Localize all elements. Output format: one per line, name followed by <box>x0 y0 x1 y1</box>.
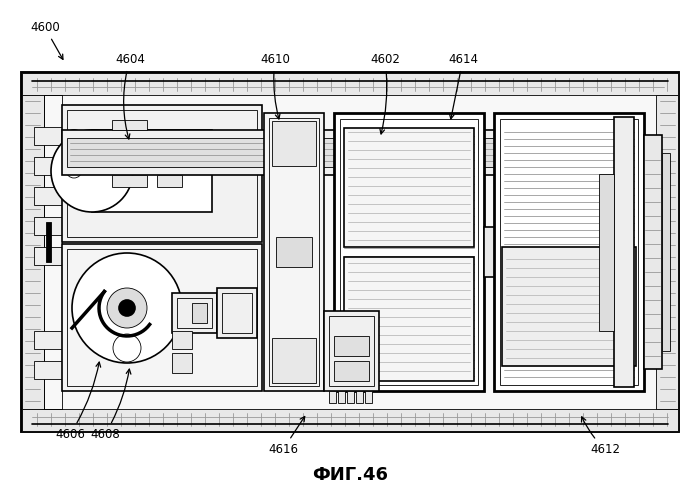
Bar <box>356 391 363 403</box>
Bar <box>92 130 212 212</box>
Bar <box>172 331 192 349</box>
Bar <box>62 105 262 242</box>
Bar <box>502 234 512 270</box>
Bar <box>32 79 668 425</box>
Bar <box>67 138 629 167</box>
Bar <box>34 331 64 349</box>
Text: 4604: 4604 <box>115 53 145 139</box>
Bar <box>22 73 678 431</box>
Bar <box>177 298 212 328</box>
Bar <box>44 95 62 409</box>
Bar <box>494 113 644 391</box>
Bar <box>172 293 217 333</box>
Bar <box>62 244 262 391</box>
Text: 4602: 4602 <box>370 53 400 134</box>
Bar <box>192 303 207 323</box>
Bar <box>34 361 64 379</box>
Bar <box>365 391 372 403</box>
Circle shape <box>119 300 135 316</box>
Text: 4612: 4612 <box>582 417 620 456</box>
Bar <box>272 121 316 166</box>
Bar <box>157 175 182 187</box>
Bar <box>34 247 64 265</box>
Text: ФИГ.46: ФИГ.46 <box>312 466 388 484</box>
Bar <box>34 187 64 205</box>
Bar <box>112 175 147 187</box>
Circle shape <box>107 288 147 328</box>
Circle shape <box>51 130 133 212</box>
Bar <box>656 95 678 409</box>
Bar <box>112 120 147 130</box>
Bar <box>46 222 51 262</box>
Bar <box>334 113 484 391</box>
Bar <box>344 257 474 381</box>
Text: 4606: 4606 <box>55 362 101 441</box>
Bar <box>329 316 374 386</box>
Bar <box>172 353 192 373</box>
Text: 4616: 4616 <box>268 417 304 456</box>
Bar <box>344 128 474 247</box>
Bar <box>662 153 670 351</box>
Bar <box>217 288 257 338</box>
Bar <box>264 113 324 391</box>
Bar <box>569 181 599 201</box>
Bar <box>22 73 678 95</box>
Text: 4614: 4614 <box>448 53 478 119</box>
Bar <box>324 311 379 391</box>
Bar <box>329 391 336 403</box>
Bar <box>22 409 678 431</box>
Text: 4600: 4600 <box>30 21 63 59</box>
Bar <box>222 293 252 333</box>
Bar <box>269 118 319 386</box>
Bar <box>34 217 64 235</box>
Bar <box>22 95 44 409</box>
Bar <box>502 247 636 366</box>
Circle shape <box>72 253 182 363</box>
Bar <box>67 249 257 386</box>
Bar <box>500 119 638 385</box>
Bar <box>272 338 316 383</box>
Text: 4608: 4608 <box>90 369 131 441</box>
Bar <box>644 135 662 369</box>
Bar <box>34 127 64 145</box>
Bar <box>62 130 634 175</box>
Bar <box>334 361 369 381</box>
Bar <box>599 174 614 331</box>
Bar <box>338 391 345 403</box>
Bar <box>34 157 64 175</box>
Bar <box>484 227 502 277</box>
Bar <box>614 117 634 387</box>
Bar <box>276 237 312 267</box>
Bar <box>347 391 354 403</box>
Bar <box>340 119 478 385</box>
Text: 4610: 4610 <box>260 53 290 119</box>
Bar <box>564 177 604 205</box>
Bar <box>67 110 257 237</box>
Bar <box>334 336 369 356</box>
